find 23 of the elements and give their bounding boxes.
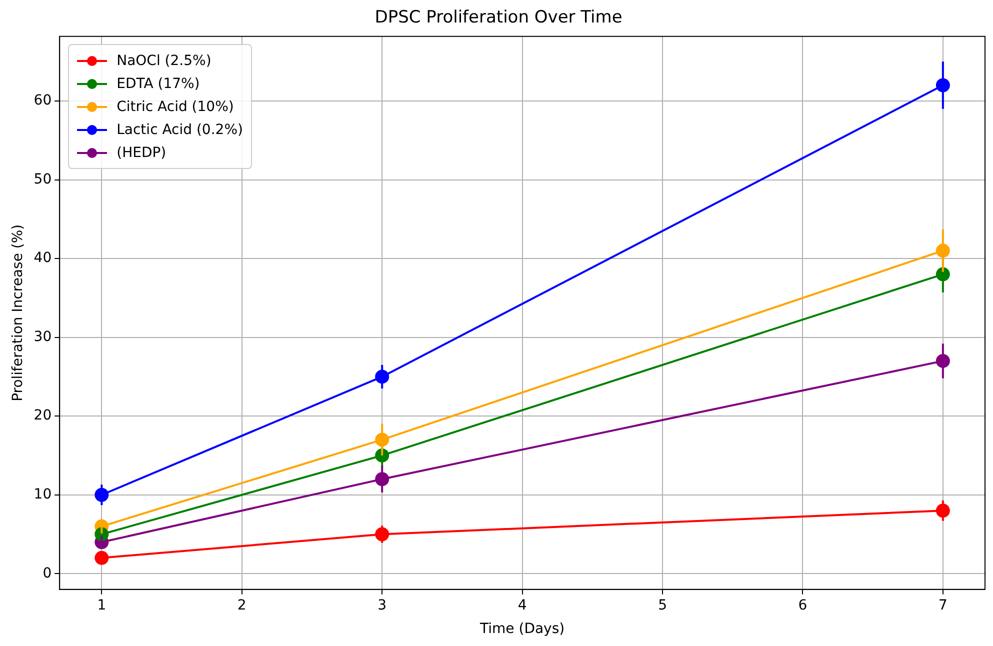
- legend-label: Lactic Acid (0.2%): [116, 122, 243, 138]
- legend-label: EDTA (17%): [116, 76, 200, 92]
- y-tick-label: 20: [34, 408, 52, 424]
- legend-label: Citric Acid (10%): [116, 98, 234, 115]
- x-tick-label: 1: [97, 597, 106, 614]
- x-axis-title: Time (Days): [479, 621, 565, 638]
- x-tick-label: 7: [938, 597, 948, 614]
- legend-label: (HEDP): [116, 144, 166, 161]
- legend-label: NaOCl (2.5%): [116, 52, 212, 69]
- x-tick-label: 4: [518, 597, 527, 614]
- y-tick-label: 50: [34, 171, 52, 188]
- chart-title: DPSC Proliferation Over Time: [374, 8, 622, 28]
- y-tick-label: 30: [34, 328, 52, 345]
- x-tick-label: 2: [237, 597, 246, 614]
- y-axis-title: Proliferation Increase (%): [10, 224, 26, 402]
- x-tick-label: 5: [658, 597, 667, 614]
- y-tick-label: 10: [34, 486, 52, 503]
- y-tick-label: 40: [34, 250, 52, 266]
- y-tick-label: 60: [34, 92, 52, 109]
- y-tick-label: 0: [42, 565, 52, 582]
- x-tick-label: 6: [798, 597, 808, 614]
- x-tick-label: 3: [378, 597, 387, 614]
- point: [94, 550, 109, 565]
